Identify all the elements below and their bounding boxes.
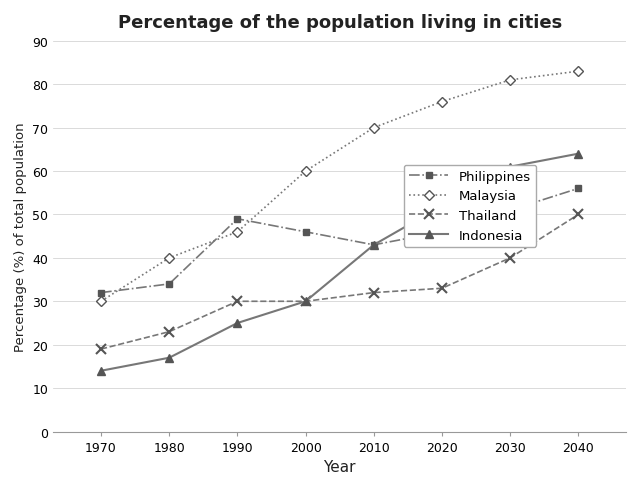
Malaysia [234,229,241,235]
Indonesia [506,164,514,170]
Philippines [370,243,378,248]
Philippines [575,186,582,192]
Thailand [165,329,173,335]
Thailand [302,299,310,305]
Malaysia [506,78,514,83]
Philippines [302,229,310,235]
Thailand [97,346,105,352]
Indonesia [234,321,241,326]
Malaysia [302,169,310,175]
Line: Malaysia: Malaysia [97,68,582,305]
Indonesia [302,299,310,305]
Philippines [438,229,446,235]
Indonesia [438,203,446,209]
Malaysia [370,125,378,131]
Title: Percentage of the population living in cities: Percentage of the population living in c… [118,14,562,32]
Line: Philippines: Philippines [97,185,582,296]
Indonesia [370,243,378,248]
Y-axis label: Percentage (%) of total population: Percentage (%) of total population [14,122,27,351]
Thailand [234,299,241,305]
Philippines [97,290,105,296]
Philippines [506,208,514,214]
Malaysia [97,299,105,305]
Indonesia [97,368,105,374]
Legend: Philippines, Malaysia, Thailand, Indonesia: Philippines, Malaysia, Thailand, Indones… [404,165,536,247]
Indonesia [165,355,173,361]
Malaysia [438,100,446,105]
Line: Indonesia: Indonesia [97,150,582,375]
Thailand [438,286,446,292]
X-axis label: Year: Year [323,459,356,474]
Philippines [234,216,241,222]
Indonesia [575,151,582,157]
Malaysia [165,255,173,261]
Thailand [575,212,582,218]
Philippines [165,282,173,287]
Malaysia [575,69,582,75]
Thailand [506,255,514,261]
Line: Thailand: Thailand [96,210,583,354]
Thailand [370,290,378,296]
